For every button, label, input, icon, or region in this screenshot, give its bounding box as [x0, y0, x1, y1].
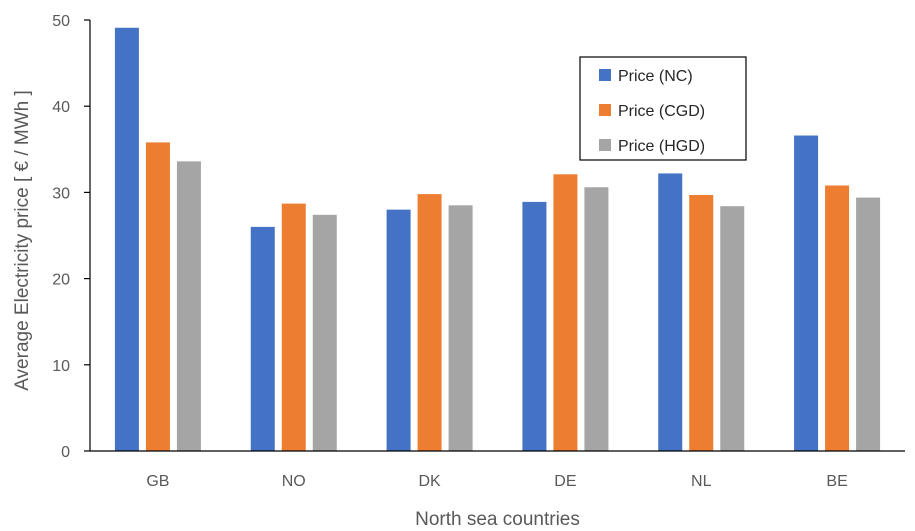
x-tick-label: GB: [146, 473, 169, 490]
y-tick-label: 40: [52, 99, 70, 116]
legend-label-1: Price (NC): [618, 68, 693, 85]
legend-swatch-1: [599, 69, 611, 81]
bar-gb-series-2: [145, 142, 170, 452]
bar-be-series-2: [825, 185, 850, 451]
x-tick-label: BE: [826, 473, 847, 490]
y-tick-label: 0: [61, 444, 70, 461]
y-tick-label: 20: [52, 272, 70, 289]
bar-gb-series-3: [176, 161, 201, 452]
bar-dk-series-3: [448, 205, 473, 451]
bar-gb-series-1: [114, 27, 139, 452]
x-axis-title: North sea countries: [415, 509, 580, 530]
bar-dk-series-1: [386, 209, 411, 451]
bar-nl-series-1: [658, 173, 683, 451]
y-tick-label: 50: [52, 13, 70, 30]
bar-de-series-1: [522, 201, 547, 451]
x-tick-label: DE: [554, 473, 576, 490]
legend-swatch-3: [599, 139, 611, 151]
x-labels-group: GB NO DK DE NL BE: [146, 473, 847, 490]
x-tick-label: DK: [418, 473, 441, 490]
bar-de-series-2: [553, 174, 578, 451]
y-tick-label: 10: [52, 358, 70, 375]
legend-swatch-2: [599, 104, 611, 116]
y-ticks-group: 0 10 20 30 40 50: [52, 13, 90, 461]
bar-be-series-3: [856, 197, 881, 451]
bar-dk-series-2: [417, 194, 442, 451]
bar-de-series-3: [584, 187, 609, 451]
x-tick-label: NL: [691, 473, 712, 490]
y-axis-title: Average Electricity price [ € / MWh ]: [12, 90, 33, 391]
bar-be-series-1: [794, 135, 819, 451]
legend-label-3: Price (HGD): [618, 138, 705, 155]
bar-no-series-2: [281, 203, 306, 451]
y-tick-label: 30: [52, 185, 70, 202]
x-tick-label: NO: [282, 473, 306, 490]
bar-no-series-1: [250, 226, 275, 451]
legend: Price (NC) Price (CGD) Price (HGD): [579, 56, 747, 161]
bar-no-series-3: [312, 214, 337, 451]
bar-nl-series-2: [689, 194, 714, 451]
bar-nl-series-3: [720, 206, 745, 451]
bars-group: [114, 27, 881, 452]
legend-label-2: Price (CGD): [618, 103, 705, 120]
